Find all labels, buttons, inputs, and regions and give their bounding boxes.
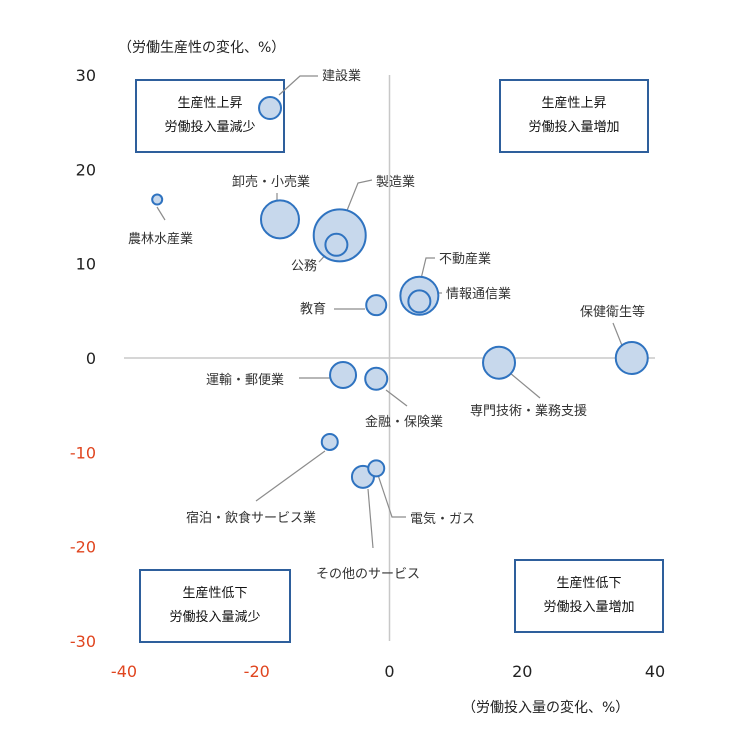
point-label-その他のサービス: その他のサービス: [316, 567, 420, 582]
quadrant-box-top-left: [135, 79, 285, 153]
leader-line-金融-保険業: [385, 389, 408, 407]
bubble-農林水産業: [151, 193, 164, 206]
quadrant-label-line2: 労働投入量増加: [528, 119, 619, 135]
leader-line-専門技術-業務支援: [509, 372, 541, 399]
x-tick-label: 0: [384, 662, 394, 681]
bubbles: [151, 96, 649, 489]
y-tick-label: -20: [70, 538, 96, 557]
point-label-宿泊-飲食サービス業: 宿泊・飲食サービス業: [186, 510, 316, 526]
quadrant-boxes: 生産性上昇労働投入量減少生産性上昇労働投入量増加生産性低下労働投入量減少生産性低…: [135, 79, 664, 643]
point-label-教育: 教育: [300, 301, 326, 317]
bubble-運輸-郵便業: [329, 360, 358, 389]
leader-line-宿泊-飲食サービス業: [255, 450, 326, 502]
point-label-建設業: 建設業: [322, 68, 361, 84]
point-label-保健衛生等: 保健衛生等: [580, 304, 645, 320]
x-tick-label: 20: [512, 662, 532, 681]
axes: 30 20 10 0 -10 -20 -30 -40 -20 0 20 40: [70, 66, 665, 681]
y-axis-title: （労働生産性の変化、%）: [118, 39, 285, 56]
quadrant-label-line1: 生産性低下: [556, 575, 621, 591]
leader-line-その他のサービス: [367, 488, 374, 549]
point-label-専門技術-業務支援: 専門技術・業務支援: [470, 403, 587, 419]
bubble-建設業: [258, 96, 283, 121]
point-label-運輸-郵便業: 運輸・郵便業: [206, 372, 284, 388]
x-axis-title: （労働投入量の変化、%）: [462, 699, 629, 716]
y-tick-label: 20: [76, 160, 96, 179]
quadrant-box-bottom-left: [139, 569, 291, 643]
y-tick-label: 10: [76, 255, 96, 274]
quadrant-box-bottom-right: [514, 559, 664, 633]
point-label-電気-ガス: 電気・ガス: [410, 511, 475, 527]
quadrant-label-line1: 生産性低下: [182, 585, 247, 601]
leader-line-不動産業: [419, 257, 435, 284]
quadrant-label-line1: 生産性上昇: [541, 95, 606, 111]
quadrant-label-line2: 労働投入量減少: [169, 609, 260, 625]
point-label-製造業: 製造業: [376, 174, 415, 190]
bubble-電気-ガス: [367, 459, 386, 478]
point-label-不動産業: 不動産業: [439, 251, 491, 267]
bubble-教育: [365, 294, 388, 317]
bubble-卸売-小売業: [259, 199, 300, 240]
quadrant-label-line1: 生産性上昇: [177, 95, 242, 111]
point-label-金融-保険業: 金融・保険業: [365, 414, 443, 430]
point-label-卸売-小売業: 卸売・小売業: [232, 174, 310, 190]
quadrant-box-top-right: [499, 79, 649, 153]
point-label-公務: 公務: [291, 259, 317, 274]
y-tick-label: -30: [70, 632, 96, 651]
bubble-専門技術-業務支援: [482, 345, 517, 380]
y-tick-label: -10: [70, 443, 96, 462]
quadrant-label-line2: 労働投入量減少: [164, 119, 255, 135]
bubble-宿泊-飲食サービス業: [320, 432, 339, 451]
y-tick-label: 30: [76, 66, 96, 85]
bubble-金融-保険業: [364, 366, 389, 391]
x-tick-label: -20: [244, 662, 270, 681]
bubble-情報通信業: [407, 289, 432, 314]
x-tick-label: 40: [645, 662, 665, 681]
point-label-情報通信業: 情報通信業: [446, 286, 511, 302]
quadrant-label-line2: 労働投入量増加: [543, 599, 634, 615]
bubble-公務: [324, 232, 349, 257]
leader-line-電気-ガス: [377, 474, 406, 518]
bubble-保健衛生等: [614, 341, 649, 375]
leader-line-農林水産業: [156, 206, 166, 221]
y-tick-label: 0: [86, 349, 96, 368]
leader-line-建設業: [278, 75, 318, 96]
point-label-農林水産業: 農林水産業: [128, 231, 193, 247]
x-tick-label: -40: [111, 662, 137, 681]
